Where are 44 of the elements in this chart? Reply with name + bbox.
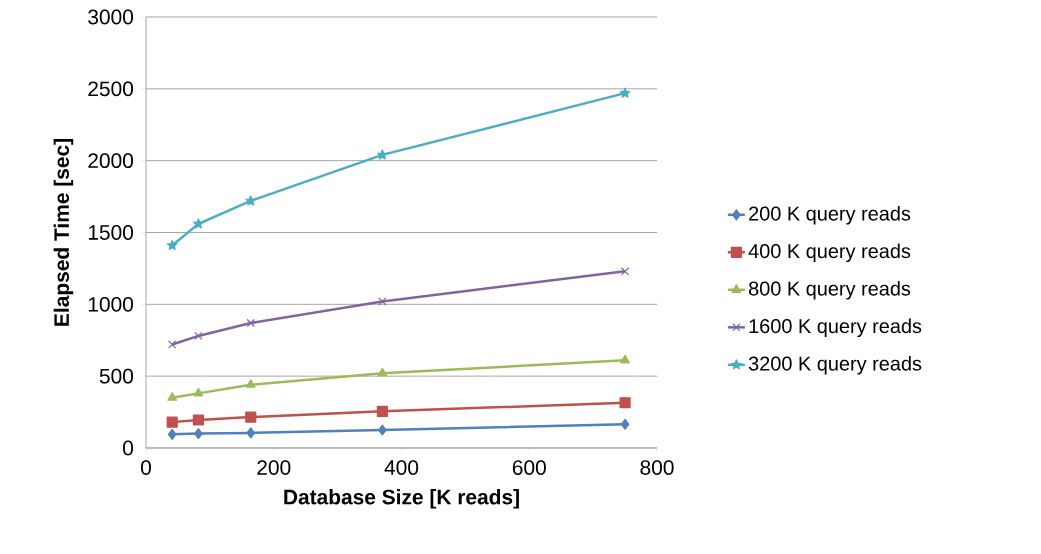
x-tick-label: 800 <box>640 460 674 475</box>
x-tick-label: 600 <box>512 460 546 475</box>
point <box>193 218 204 229</box>
x-axis-title: Database Size [K reads] <box>284 489 519 509</box>
point <box>192 414 204 426</box>
point <box>246 318 255 328</box>
y-tick-label: 1500 <box>88 225 134 240</box>
y-tick-label: 0 <box>123 440 134 456</box>
point <box>620 354 630 364</box>
y-tick-label: 500 <box>99 368 134 384</box>
point <box>245 379 256 388</box>
point <box>376 405 388 417</box>
point <box>378 424 387 436</box>
point <box>377 367 388 377</box>
x-tick-label: 200 <box>257 460 291 475</box>
point <box>245 411 257 423</box>
point <box>193 387 204 397</box>
legend-label: 400 K query reads <box>748 243 911 263</box>
point <box>377 149 388 160</box>
y-tick-label: 3000 <box>88 9 134 25</box>
y-tick-label: 2000 <box>88 153 134 169</box>
point <box>167 392 178 401</box>
point <box>166 239 178 251</box>
legend-label: 200 K query reads <box>749 206 911 225</box>
point <box>167 428 177 440</box>
legend-label: 3200 K query reads <box>748 356 922 375</box>
point <box>620 267 630 276</box>
point <box>168 340 177 349</box>
point <box>245 195 257 206</box>
y-axis-title: Elapsed Time [sec] <box>53 139 74 326</box>
point <box>194 428 203 440</box>
x-tick-label: 400 <box>384 460 419 475</box>
point <box>378 297 387 306</box>
point <box>166 416 178 428</box>
legend-label: 800 K query reads <box>748 281 911 300</box>
x-tick-label: 0 <box>141 460 151 475</box>
point <box>619 87 631 98</box>
legend-label: 1600 K query reads <box>749 318 922 338</box>
point <box>619 397 631 409</box>
point <box>194 331 203 341</box>
point <box>620 418 630 430</box>
y-tick-label: 1000 <box>88 296 134 312</box>
point <box>246 427 256 439</box>
y-tick-label: 2500 <box>88 81 134 97</box>
